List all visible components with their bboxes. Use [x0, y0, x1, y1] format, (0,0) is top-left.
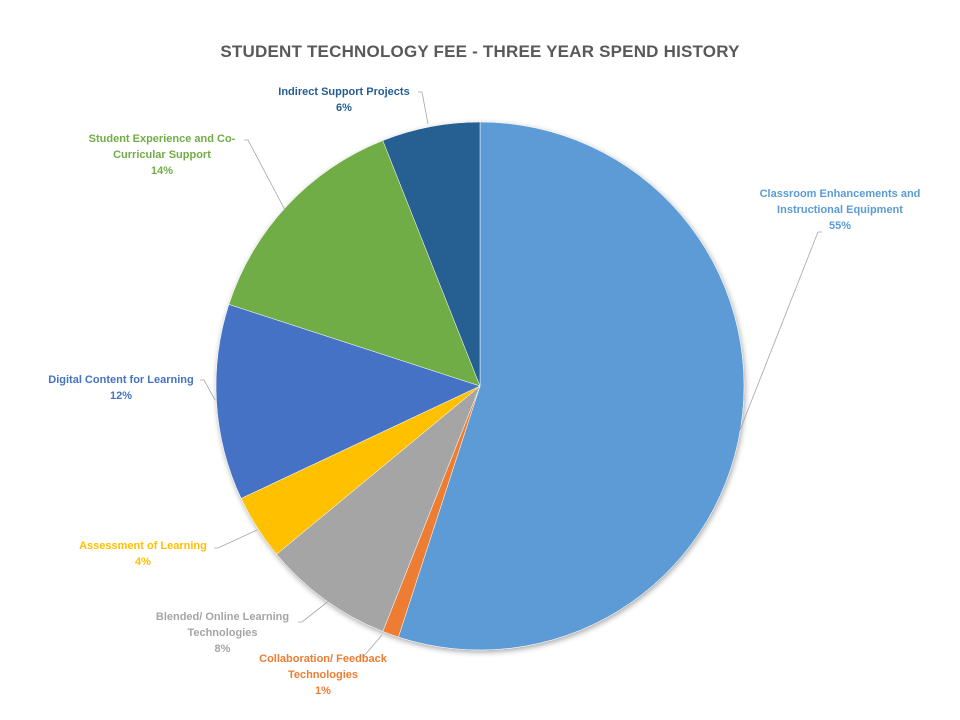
pie-slice — [215, 304, 481, 499]
slice-value-label: 8% — [214, 643, 231, 655]
slice-label: Digital Content for Learning 12% — [38, 372, 204, 404]
leader-line — [418, 91, 429, 125]
slice-label: Assessment of Learning 4% — [62, 538, 224, 570]
slice-value-label: 1% — [315, 685, 331, 697]
chart-title: STUDENT TECHNOLOGY FEE - THREE YEAR SPEN… — [220, 42, 740, 61]
slice-label: Collaboration/ Feedback Technologies 1% — [248, 651, 398, 699]
slice-label-text: Assessment of Learning — [79, 540, 207, 552]
slice-value-label: 14% — [150, 165, 174, 177]
pie-slice — [228, 140, 481, 387]
leader-line — [360, 634, 383, 657]
slice-value-label: 55% — [828, 220, 852, 232]
slice-label-text: Collaboration/ Feedback Technologies — [259, 653, 387, 681]
leader-line — [298, 599, 331, 623]
slice-label-text: Digital Content for Learning — [48, 374, 194, 386]
slice-label-text: Classroom Enhancements and Instructional… — [759, 188, 921, 216]
leader-line — [214, 529, 258, 549]
leader-line — [244, 139, 286, 211]
slice-value-label: 12% — [109, 390, 133, 402]
slice-label: Indirect Support Projects 6% — [262, 84, 426, 116]
pie-slice — [276, 385, 481, 632]
slice-label-text: Student Experience and Co-Curricular Sup… — [88, 133, 236, 161]
leader-line — [739, 231, 822, 431]
slice-value-label: 4% — [135, 556, 151, 568]
leader-line — [200, 379, 216, 401]
slice-label: Student Experience and Co-Curricular Sup… — [70, 131, 254, 179]
slice-label: Classroom Enhancements and Instructional… — [745, 186, 935, 234]
slice-label-text: Blended/ Online Learning Technologies — [155, 611, 290, 639]
pie-slice — [382, 121, 481, 387]
slice-value-label: 6% — [336, 102, 352, 114]
slice-label: Blended/ Online Learning Technologies 8% — [140, 609, 305, 657]
slice-label-text: Indirect Support Projects — [278, 86, 410, 98]
